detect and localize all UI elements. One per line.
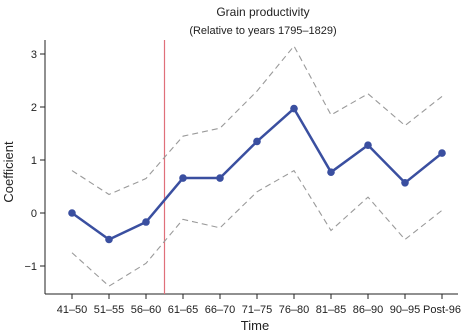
y-tick-label: 0 bbox=[31, 208, 37, 220]
y-axis-label: Coefficient bbox=[1, 141, 16, 203]
estimate-point bbox=[253, 137, 261, 146]
x-tick-label: 61–65 bbox=[168, 304, 199, 316]
estimate-point bbox=[364, 141, 372, 149]
estimate-point bbox=[142, 218, 150, 226]
y-tick-label: 2 bbox=[31, 102, 37, 114]
plot-area: −1 0 1 2 3 41–50 51–55 56–60 61–65 66–70 71–75 76–8… bbox=[24, 40, 461, 316]
estimate-point bbox=[105, 235, 113, 244]
x-tick-label: 51–55 bbox=[94, 304, 125, 316]
x-tick-label: Post-96 bbox=[423, 304, 461, 316]
chart-subtitle: (Relative to years 1795–1829) bbox=[189, 25, 336, 37]
x-tick-label: 56–60 bbox=[131, 304, 162, 316]
x-tick-label: 90–95 bbox=[390, 304, 421, 316]
estimate-line bbox=[71, 107, 443, 241]
estimate-point bbox=[68, 209, 76, 217]
estimate-point bbox=[216, 174, 224, 182]
y-tick-label: −1 bbox=[24, 261, 37, 273]
estimate-point bbox=[179, 174, 187, 182]
y-tick-label: 1 bbox=[31, 155, 37, 167]
x-tick-label: 86–90 bbox=[353, 304, 384, 316]
x-axis-label: Time bbox=[241, 318, 269, 333]
x-tick-label: 76–80 bbox=[279, 304, 310, 316]
estimate-point bbox=[290, 104, 298, 113]
estimate-point bbox=[438, 149, 446, 157]
x-tick-label: 81–85 bbox=[316, 304, 347, 316]
estimate-point bbox=[401, 178, 409, 187]
upper-bound-line bbox=[71, 45, 443, 196]
x-tick-label: 66–70 bbox=[205, 304, 236, 316]
estimate-point bbox=[327, 168, 335, 176]
x-tick-label: 41–50 bbox=[57, 304, 88, 316]
y-tick-label: 3 bbox=[31, 49, 37, 61]
lower-bound-line bbox=[71, 169, 443, 287]
chart-title: Grain productivity bbox=[216, 5, 309, 19]
x-tick-label: 71–75 bbox=[242, 304, 273, 316]
